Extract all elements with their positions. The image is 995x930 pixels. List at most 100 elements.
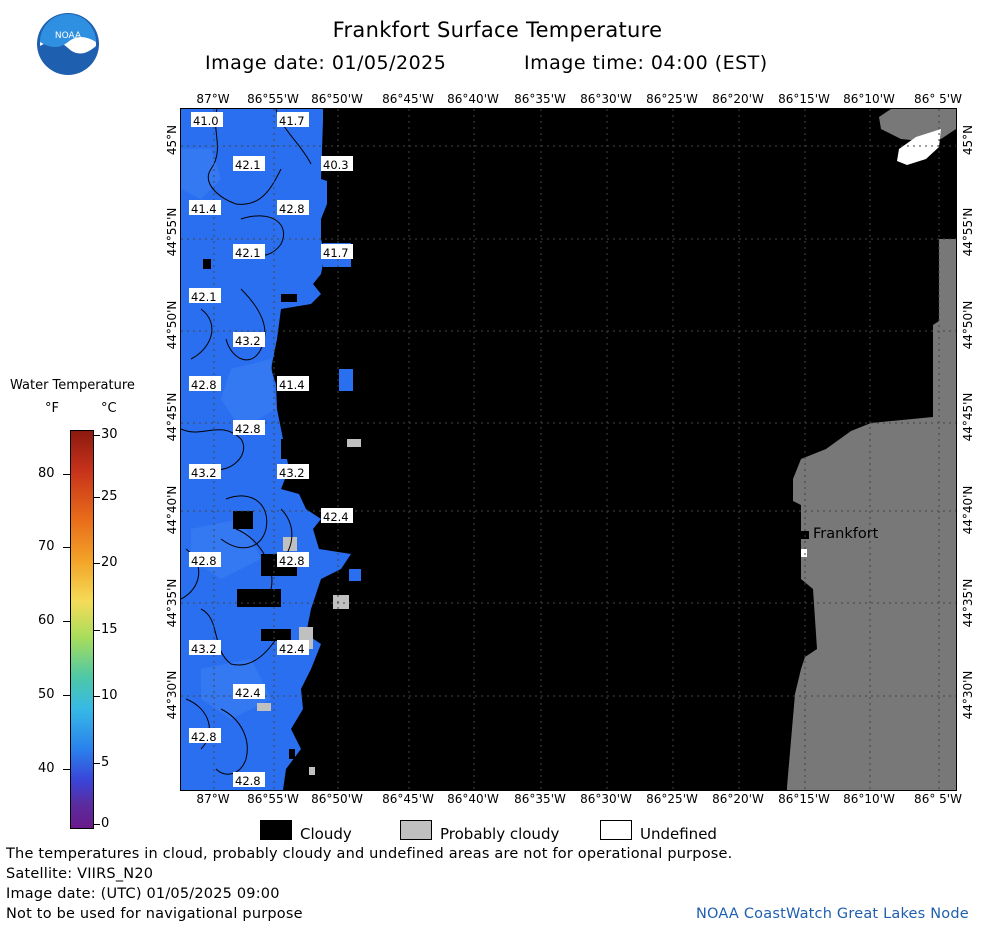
legend-c-tick-mark — [93, 497, 100, 498]
lon-tick-top: 86°20'W — [712, 92, 764, 106]
lon-tick-bottom: 86°20'W — [712, 792, 764, 806]
isotherm-label-bg — [233, 156, 265, 171]
isotherm-label-bg — [321, 156, 353, 171]
lon-tick-bottom: 86°35'W — [514, 792, 566, 806]
noaa-logo-text: NOAA — [55, 31, 82, 41]
lon-tick-bottom: 86°55'W — [247, 792, 299, 806]
legend-unit-c: °C — [101, 401, 117, 416]
isotherm-label-bg — [321, 244, 353, 259]
lat-tick-left: 44°40'N — [165, 485, 179, 535]
legend-f-tick: 50 — [38, 687, 55, 702]
isotherm-label-bg — [189, 640, 221, 655]
key-cloudy-swatch — [260, 820, 292, 840]
lat-tick-right: 44°55'N — [961, 207, 975, 257]
isotherm-label: 41.7 — [323, 246, 349, 260]
isotherm-label-bg — [233, 244, 265, 259]
lat-tick-right: 44°50'N — [961, 300, 975, 350]
noaa-logo: NOAA — [36, 12, 100, 76]
isotherm-label: 43.2 — [235, 334, 261, 348]
lon-tick-top: 86°55'W — [247, 92, 299, 106]
footer-credit: NOAA CoastWatch Great Lakes Node — [696, 906, 969, 922]
lat-tick-left: 44°55'N — [165, 207, 179, 257]
lon-tick-bottom: 87°W — [196, 792, 230, 806]
legend-c-tick: 30 — [101, 427, 118, 442]
isotherm-label: 42.8 — [191, 554, 217, 568]
isotherm-label-bg — [233, 772, 265, 787]
lon-tick-bottom: 86°30'W — [580, 792, 632, 806]
isotherm-label: 43.2 — [279, 466, 305, 480]
image-time: Image time: 04:00 (EST) — [524, 52, 768, 74]
map-svg: Frankfort 41.0 41.7 42.1 40.3 41.4 42.8 42.1 41… — [181, 109, 956, 790]
lon-tick-bottom: 86°40'W — [447, 792, 499, 806]
lat-tick-left: 44°35'N — [165, 578, 179, 628]
lon-tick-bottom: 86°45'W — [382, 792, 434, 806]
isotherm-label-bg — [277, 376, 309, 391]
legend-c-tick-mark — [93, 696, 100, 697]
legend-unit-f: °F — [45, 401, 59, 416]
water-area — [181, 109, 351, 790]
legend-c-tick-mark — [93, 824, 100, 825]
footer-navigation-note: Not to be used for navigational purpose — [6, 906, 303, 922]
isotherm-label-bg — [233, 420, 265, 435]
isotherm-label: 42.8 — [279, 554, 305, 568]
isotherm-label-bg — [233, 684, 265, 699]
legend-c-tick: 25 — [101, 489, 118, 504]
image-date: Image date: 01/05/2025 — [205, 52, 447, 74]
key-undefined-label: Undefined — [640, 825, 717, 843]
isotherm-label-bg — [189, 728, 221, 743]
isotherm-label: 43.2 — [191, 642, 217, 656]
lon-tick-top: 86° 5'W — [914, 92, 962, 106]
isotherm-label: 42.8 — [235, 422, 261, 436]
isotherm-label-bg — [189, 200, 221, 215]
lat-tick-left: 44°45'N — [165, 392, 179, 442]
frankfort-label: Frankfort — [813, 526, 879, 542]
isotherm-label: 42.1 — [191, 290, 217, 304]
lon-tick-bottom: 86° 5'W — [914, 792, 962, 806]
legend-c-tick-mark — [93, 435, 100, 436]
temperature-map: Frankfort 41.0 41.7 42.1 40.3 41.4 42.8 42.1 41… — [180, 108, 957, 791]
page-title: Frankfort Surface Temperature — [332, 18, 663, 42]
legend-f-tick: 80 — [38, 466, 55, 481]
legend-f-tick: 40 — [38, 761, 55, 776]
isotherm-label: 43.2 — [191, 466, 217, 480]
footer-disclaimer: The temperatures in cloud, probably clou… — [6, 846, 733, 862]
isotherm-label: 41.4 — [191, 202, 217, 216]
legend-c-tick: 10 — [101, 688, 118, 703]
legend-c-tick: 0 — [101, 816, 110, 831]
footer-satellite: Satellite: VIIRS_N20 — [6, 866, 154, 882]
legend-f-tick-mark — [63, 547, 70, 548]
isotherm-label: 42.1 — [235, 158, 261, 172]
isotherm-label: 42.4 — [279, 642, 305, 656]
legend-title: Water Temperature — [10, 378, 135, 393]
key-probably-cloudy-label: Probably cloudy — [440, 825, 560, 843]
lon-tick-top: 86°35'W — [514, 92, 566, 106]
lat-tick-right: 45°N — [961, 124, 975, 156]
key-probably-cloudy-swatch — [400, 820, 432, 840]
legend-c-tick-mark — [93, 630, 100, 631]
land-area — [787, 239, 956, 790]
legend-c-tick: 15 — [101, 622, 118, 637]
isotherm-label-bg — [277, 464, 309, 479]
isotherm-label-bg — [233, 332, 265, 347]
lon-tick-top: 86°15'W — [778, 92, 830, 106]
legend-f-tick-mark — [63, 769, 70, 770]
isotherm-label: 41.7 — [279, 114, 305, 128]
lat-tick-left: 44°50'N — [165, 300, 179, 350]
legend-f-tick: 70 — [38, 539, 55, 554]
legend-f-tick-mark — [63, 621, 70, 622]
lat-tick-right: 44°30'N — [961, 670, 975, 720]
isotherm-label: 42.4 — [235, 686, 261, 700]
legend-f-tick-mark — [63, 474, 70, 475]
legend-c-tick-mark — [93, 563, 100, 564]
isotherm-label-bg — [189, 552, 221, 567]
legend-f-tick: 60 — [38, 613, 55, 628]
isotherm-label-bg — [189, 464, 221, 479]
lon-tick-top: 86°40'W — [447, 92, 499, 106]
isotherm-label-bg — [277, 112, 309, 127]
isotherm-label-bg — [189, 288, 221, 303]
isotherm-label-bg — [191, 112, 223, 127]
isotherm-label: 41.0 — [193, 114, 219, 128]
lon-tick-top: 86°50'W — [311, 92, 363, 106]
lon-tick-top: 86°25'W — [646, 92, 698, 106]
legend-c-tick: 5 — [101, 755, 110, 770]
